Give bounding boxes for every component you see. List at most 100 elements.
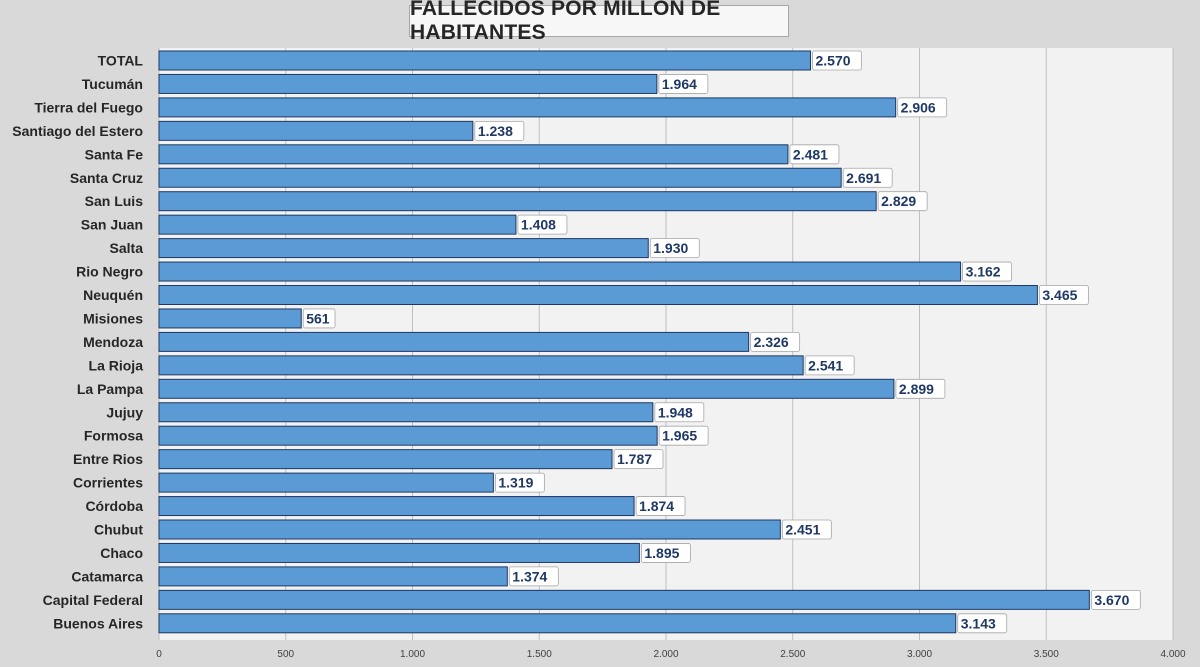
data-label: 1.319: [498, 475, 533, 491]
category-label: Neuquén: [83, 287, 143, 303]
category-label: Rio Negro: [76, 264, 143, 280]
bar: [158, 402, 654, 423]
bar: [158, 238, 649, 259]
data-label: 3.670: [1094, 592, 1129, 608]
category-label: Mendoza: [83, 334, 143, 350]
x-tick-label: 2.500: [780, 649, 805, 660]
bar: [158, 331, 750, 352]
data-label: 2.541: [808, 357, 843, 373]
category-label: Córdoba: [85, 498, 143, 514]
data-label: 1.787: [617, 451, 652, 467]
bar: [158, 261, 962, 282]
data-label-box: [658, 425, 709, 446]
category-label: Misiones: [83, 310, 143, 326]
bar: [158, 97, 897, 118]
x-tick-label: 1.000: [400, 649, 425, 660]
bar: [158, 214, 517, 235]
bar: [158, 144, 789, 165]
data-label-box: [781, 519, 832, 540]
bar: [158, 449, 613, 470]
x-tick-label: 1.500: [527, 649, 552, 660]
data-label-box: [1090, 589, 1141, 610]
category-label: Capital Federal: [43, 592, 143, 608]
data-label: 3.465: [1042, 287, 1077, 303]
bar: [158, 613, 957, 634]
x-tick-label: 4.000: [1160, 649, 1185, 660]
bar: [158, 50, 811, 71]
data-label-box: [635, 496, 686, 516]
data-label-box: [962, 261, 1012, 282]
data-label-box: [658, 74, 709, 94]
data-label: 2.481: [793, 146, 828, 162]
data-label-box: [789, 144, 840, 165]
category-label: San Luis: [85, 193, 144, 209]
category-label: Salta: [110, 240, 144, 256]
data-label-box: [897, 97, 948, 118]
data-label-box: [957, 613, 1008, 634]
data-label-box: [474, 120, 525, 141]
x-tick-label: 500: [277, 649, 294, 660]
data-label: 2.899: [899, 381, 934, 397]
data-label: 2.906: [901, 99, 936, 115]
category-label: Chaco: [100, 545, 143, 561]
bar: [158, 496, 635, 517]
data-label-box: [517, 214, 568, 235]
bar: [158, 566, 508, 587]
bar: [158, 355, 804, 376]
data-label: 2.570: [815, 53, 850, 69]
bar: [158, 472, 494, 493]
data-label: 1.374: [512, 568, 547, 584]
data-label-box: [508, 566, 559, 587]
bar: [158, 308, 302, 329]
x-tick-label: 0: [156, 649, 162, 660]
data-label: 1.238: [478, 123, 513, 139]
bar: [158, 73, 658, 94]
data-label-box: [877, 191, 928, 212]
category-label: Santa Fe: [85, 146, 144, 162]
category-label: Catamarca: [71, 568, 143, 584]
bar: [158, 425, 658, 446]
category-label: Formosa: [84, 428, 143, 444]
category-label: La Pampa: [77, 381, 143, 397]
data-label: 1.965: [662, 428, 697, 444]
data-label: 1.930: [653, 240, 688, 256]
x-tick-label: 3.500: [1034, 649, 1059, 660]
data-label: 2.326: [754, 334, 789, 350]
category-label: La Rioja: [89, 357, 144, 373]
chart-title: FALLECIDOS POR MILLÓN DE HABITANTES: [409, 0, 789, 44]
x-tick-label: 3.000: [907, 649, 932, 660]
data-label-box: [494, 472, 545, 493]
category-label: Santa Cruz: [70, 170, 143, 186]
category-label: Tierra del Fuego: [34, 99, 143, 115]
category-label: Santiago del Estero: [12, 123, 143, 139]
data-label-box: [640, 543, 691, 563]
data-label-box: [895, 378, 946, 399]
data-label: 3.143: [961, 615, 996, 631]
category-label: Tucumán: [82, 76, 143, 92]
data-label-box: [1038, 285, 1089, 305]
data-label: 1.964: [662, 76, 697, 92]
bar: [158, 120, 474, 141]
category-label: Entre Rios: [73, 451, 143, 467]
bar: [158, 285, 1038, 305]
data-label-box: [613, 449, 664, 470]
bar: [158, 519, 781, 540]
category-label: San Juan: [81, 217, 143, 233]
bar: [158, 378, 895, 399]
data-label: 1.895: [644, 545, 679, 561]
category-label: Jujuy: [106, 404, 143, 420]
data-label: 2.451: [785, 522, 820, 538]
category-label: Buenos Aires: [53, 615, 143, 631]
bar: [158, 167, 842, 188]
data-label: 1.874: [639, 498, 674, 514]
data-label: 1.408: [521, 217, 556, 233]
data-label-box: [750, 331, 801, 352]
data-label-box: [842, 167, 893, 188]
data-label: 2.691: [846, 170, 881, 186]
data-label: 3.162: [966, 264, 1001, 280]
bar: [158, 589, 1090, 610]
data-label-box: [302, 308, 336, 329]
data-label-box: [654, 402, 705, 423]
